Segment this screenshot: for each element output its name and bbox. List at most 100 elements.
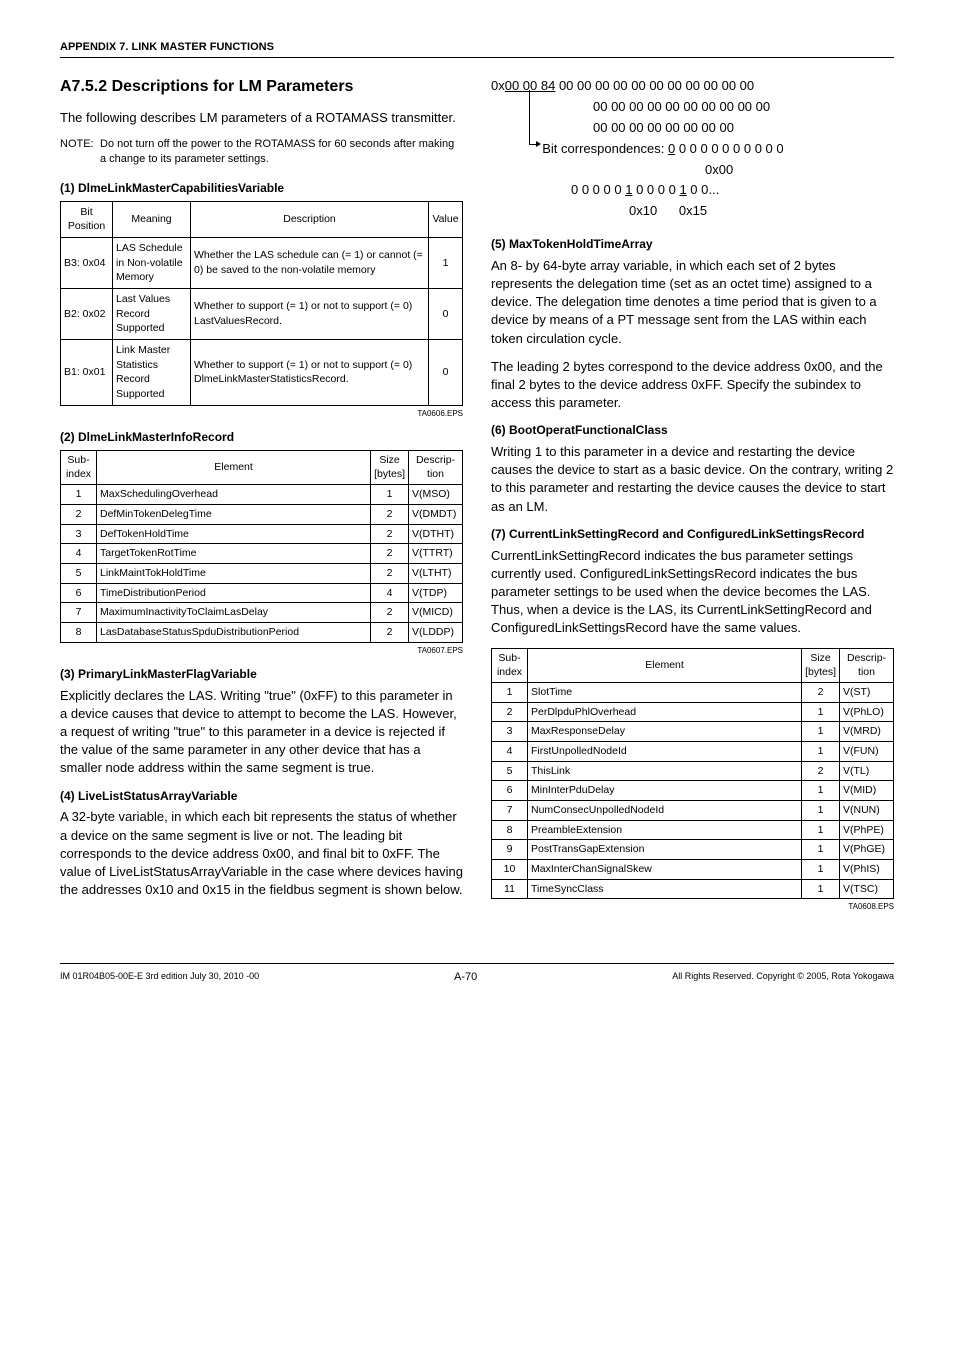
- right-column: 0x00 00 84 00 00 00 00 00 00 00 00 00 00…: [491, 76, 894, 922]
- cell: PerDlpduPhlOverhead: [528, 702, 802, 722]
- cell: 2: [371, 563, 409, 583]
- table-header-row: Sub-index Element Size [bytes] Descrip-t…: [61, 450, 463, 484]
- cell: FirstUnpolledNodeId: [528, 741, 802, 761]
- cell: 1: [371, 485, 409, 505]
- hex-dump-block: 0x00 00 84 00 00 00 00 00 00 00 00 00 00…: [491, 76, 894, 222]
- table-link-settings: Sub-index Element Size [bytes] Descrip-t…: [491, 648, 894, 900]
- cell: LinkMaintTokHoldTime: [97, 563, 371, 583]
- sub3-body: Explicitly declares the LAS. Writing "tr…: [60, 687, 463, 778]
- cell: 11: [492, 879, 528, 899]
- bit-rest: 0 0 0 0 0 0 0 0 0 0: [675, 141, 783, 156]
- cell: 4: [492, 741, 528, 761]
- cell: V(MRD): [840, 722, 894, 742]
- cell: 1: [492, 682, 528, 702]
- cell: 1: [802, 860, 840, 880]
- cell: 1: [429, 237, 463, 288]
- footer-left: IM 01R04B05-00E-E 3rd edition July 30, 2…: [60, 970, 259, 985]
- sub5-p1: An 8- by 64-byte array variable, in whic…: [491, 257, 894, 348]
- sub6-body: Writing 1 to this parameter in a device …: [491, 443, 894, 516]
- eps-label: TA0607.EPS: [60, 645, 463, 656]
- table-row: 3DefTokenHoldTime2V(DTHT): [61, 524, 463, 544]
- cell: 2: [371, 622, 409, 642]
- table-row: 5ThisLink2V(TL): [492, 761, 894, 781]
- cell: TimeDistributionPeriod: [97, 583, 371, 603]
- col-subindex: Sub-index: [61, 450, 97, 484]
- cell: 5: [61, 563, 97, 583]
- cell: B1: 0x01: [61, 340, 113, 406]
- cell: 7: [61, 603, 97, 623]
- sub5-p2: The leading 2 bytes correspond to the de…: [491, 358, 894, 413]
- cell: V(PhLO): [840, 702, 894, 722]
- sub7-title: (7) CurrentLinkSettingRecord and Configu…: [491, 526, 894, 543]
- cell: MinInterPduDelay: [528, 781, 802, 801]
- cell: 6: [61, 583, 97, 603]
- table-row: B1: 0x01 Link Master Statistics Record S…: [61, 340, 463, 406]
- cell: 2: [61, 504, 97, 524]
- table-row: B2: 0x02 Last Values Record Supported Wh…: [61, 288, 463, 339]
- bits: 0 0 0 0 0: [571, 182, 625, 197]
- table-row: B3: 0x04 LAS Schedule in Non-volatile Me…: [61, 237, 463, 288]
- cell: 2: [802, 682, 840, 702]
- page-header: APPENDIX 7. LINK MASTER FUNCTIONS: [60, 40, 894, 58]
- bit-correspondence-line: Bit correspondences: 0 0 0 0 0 0 0 0 0 0…: [491, 139, 894, 160]
- cell: V(TTRT): [409, 544, 463, 564]
- cell: PreambleExtension: [528, 820, 802, 840]
- cell: LasDatabaseStatusSpduDistributionPeriod: [97, 622, 371, 642]
- sub3-title: (3) PrimaryLinkMasterFlagVariable: [60, 666, 463, 683]
- cell: V(PhPE): [840, 820, 894, 840]
- cell: 0: [429, 340, 463, 406]
- cell: 2: [371, 524, 409, 544]
- table1-title: (1) DlmeLinkMasterCapabilitiesVariable: [60, 180, 463, 197]
- col-meaning: Meaning: [113, 201, 191, 237]
- table-row: 8LasDatabaseStatusSpduDistributionPeriod…: [61, 622, 463, 642]
- table-row: 5LinkMaintTokHoldTime2V(LTHT): [61, 563, 463, 583]
- note-block: NOTE: Do not turn off the power to the R…: [60, 137, 463, 168]
- cell: V(MID): [840, 781, 894, 801]
- cell: V(NUN): [840, 801, 894, 821]
- cell: MaxInterChanSignalSkew: [528, 860, 802, 880]
- cell: 4: [61, 544, 97, 564]
- eps-label: TA0606.EPS: [60, 408, 463, 419]
- cell: Link Master Statistics Record Supported: [113, 340, 191, 406]
- arrow-vline: [529, 90, 530, 144]
- cell: Whether to support (= 1) or not to suppo…: [191, 340, 429, 406]
- table-row: 7MaximumInactivityToClaimLasDelay2V(MICD…: [61, 603, 463, 623]
- cell: 1: [802, 820, 840, 840]
- cell: TargetTokenRotTime: [97, 544, 371, 564]
- cell: V(FUN): [840, 741, 894, 761]
- cell: V(DMDT): [409, 504, 463, 524]
- sub7-body: CurrentLinkSettingRecord indicates the b…: [491, 547, 894, 638]
- cell: 1: [802, 879, 840, 899]
- table-row: 4FirstUnpolledNodeId1V(FUN): [492, 741, 894, 761]
- cell: 8: [492, 820, 528, 840]
- bit-underlined: 1: [679, 182, 686, 197]
- table-row: 2DefMinTokenDelegTime2V(DMDT): [61, 504, 463, 524]
- bit-addr-line: 0x00: [491, 160, 894, 181]
- col-size: Size [bytes]: [371, 450, 409, 484]
- cell: V(TSC): [840, 879, 894, 899]
- cell: PostTransGapExtension: [528, 840, 802, 860]
- footer-page-number: A-70: [454, 970, 477, 985]
- cell: 7: [492, 801, 528, 821]
- two-column-layout: A7.5.2 Descriptions for LM Parameters Th…: [60, 76, 894, 922]
- table-row: 7NumConsecUnpolledNodeId1V(NUN): [492, 801, 894, 821]
- addr1: 0x10: [629, 203, 657, 218]
- cell: Last Values Record Supported: [113, 288, 191, 339]
- cell: 3: [61, 524, 97, 544]
- cell: 2: [371, 504, 409, 524]
- table-row: 4TargetTokenRotTime2V(TTRT): [61, 544, 463, 564]
- cell: V(TDP): [409, 583, 463, 603]
- sub4-title: (4) LiveListStatusArrayVariable: [60, 788, 463, 805]
- cell: 1: [802, 722, 840, 742]
- cell: 2: [802, 761, 840, 781]
- note-label: NOTE:: [60, 137, 94, 152]
- col-size: Size [bytes]: [802, 648, 840, 682]
- table-capabilities: Bit Position Meaning Description Value B…: [60, 201, 463, 406]
- table-row: 8PreambleExtension1V(PhPE): [492, 820, 894, 840]
- cell: TimeSyncClass: [528, 879, 802, 899]
- col-descr: Descrip-tion: [840, 648, 894, 682]
- col-bit-position: Bit Position: [61, 201, 113, 237]
- bit-addr-line: 0x10 0x15: [491, 201, 894, 222]
- table-header-row: Sub-index Element Size [bytes] Descrip-t…: [492, 648, 894, 682]
- cell: 4: [371, 583, 409, 603]
